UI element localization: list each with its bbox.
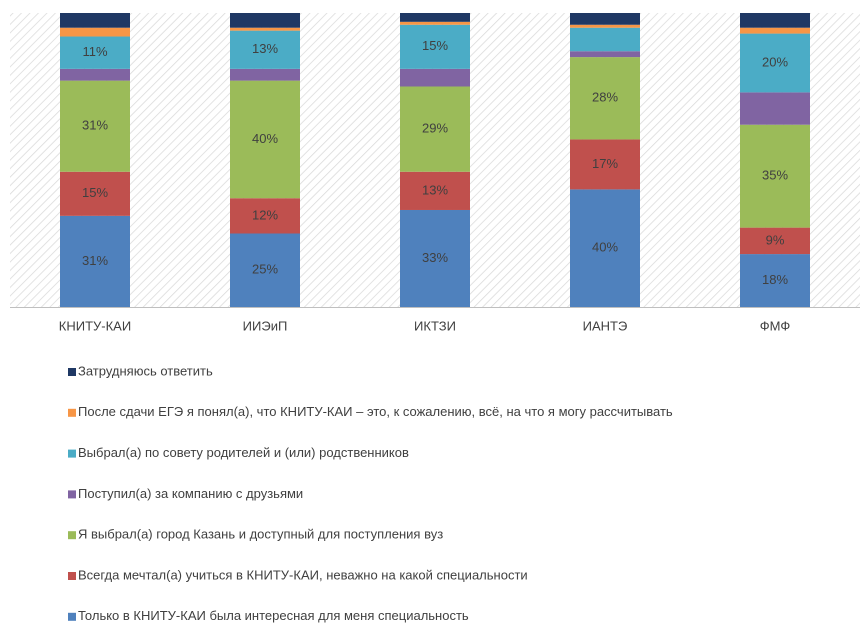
data-label: 40% — [252, 131, 278, 146]
data-label: 13% — [252, 41, 278, 56]
legend-label: Только в КНИТУ-КАИ была интересная для м… — [78, 608, 469, 623]
bar-segment — [60, 36, 130, 69]
legend-swatch — [68, 612, 76, 621]
bar-segment — [400, 68, 470, 87]
bar-segment — [230, 13, 300, 28]
data-label: 17% — [592, 156, 618, 171]
data-label: 29% — [422, 121, 448, 136]
x-tick-label: ИИЭиП — [243, 318, 288, 333]
data-label: 35% — [762, 168, 788, 183]
bar-segment — [60, 68, 130, 81]
bar-segment — [570, 24, 640, 28]
bar-segment — [400, 86, 470, 172]
bar-segment — [400, 171, 470, 210]
bar-segment — [570, 13, 640, 25]
legend-swatch — [68, 368, 76, 376]
data-label: 28% — [592, 90, 618, 105]
bar-segment — [740, 92, 810, 125]
legend-swatch — [68, 490, 76, 499]
x-tick-label: ФМФ — [760, 318, 791, 333]
bar-segment — [570, 27, 640, 52]
bar-segment — [570, 57, 640, 140]
bar-segment — [230, 198, 300, 234]
legend-swatch — [68, 572, 76, 580]
bar-segment — [230, 27, 300, 31]
data-label: 12% — [252, 207, 278, 222]
x-tick-label: ИАНТЭ — [583, 318, 628, 333]
bar-segment — [60, 80, 130, 172]
legend-label: Затрудняюсь ответить — [78, 363, 213, 378]
legend-label: Выбрал(а) по совету родителей и (или) ро… — [78, 445, 409, 460]
bar-segment — [230, 30, 300, 69]
bar-segment — [740, 227, 810, 255]
bar-segment — [570, 139, 640, 190]
data-label: 20% — [762, 54, 788, 69]
bar-segment — [740, 13, 810, 28]
data-label: 15% — [422, 38, 448, 53]
bar-segment — [60, 13, 130, 28]
bar-segment — [230, 233, 300, 307]
data-label: 31% — [82, 118, 108, 133]
bar-segment — [400, 13, 470, 22]
bar-segment — [740, 27, 810, 34]
data-label: 15% — [82, 185, 108, 200]
bar-segment — [740, 124, 810, 228]
bar-segment — [570, 189, 640, 307]
legend-swatch — [68, 531, 76, 540]
bar-segment — [60, 171, 130, 216]
bar-segment — [400, 24, 470, 69]
bar-segment — [400, 21, 470, 25]
legend-swatch — [68, 449, 76, 458]
x-tick-label: КНИТУ-КАИ — [59, 318, 131, 333]
data-label: 13% — [422, 182, 448, 197]
bar-segment — [740, 33, 810, 93]
x-tick-label: ИКТЗИ — [414, 318, 456, 333]
data-label: 33% — [422, 250, 448, 265]
data-label: 18% — [762, 272, 788, 287]
bar-segment — [740, 254, 810, 307]
bar-segment — [570, 51, 640, 58]
bar-segment — [400, 209, 470, 307]
data-label: 40% — [592, 240, 618, 255]
legend-swatch — [68, 408, 76, 417]
legend-label: Всегда мечтал(а) учиться в КНИТУ-КАИ, не… — [78, 567, 528, 582]
bar-segment — [230, 68, 300, 81]
data-label: 31% — [82, 253, 108, 268]
legend-label: После сдачи ЕГЭ я понял(а), что КНИТУ-КА… — [78, 404, 673, 419]
data-label: 9% — [766, 232, 785, 247]
bar-segment — [60, 215, 130, 307]
data-label: 25% — [252, 262, 278, 277]
legend-label: Я выбрал(а) город Казань и доступный для… — [78, 527, 443, 542]
bar-segment — [230, 80, 300, 199]
legend-label: Поступил(а) за компанию с друзьями — [78, 486, 303, 501]
data-label: 11% — [82, 44, 107, 59]
bar-segment — [60, 27, 130, 37]
